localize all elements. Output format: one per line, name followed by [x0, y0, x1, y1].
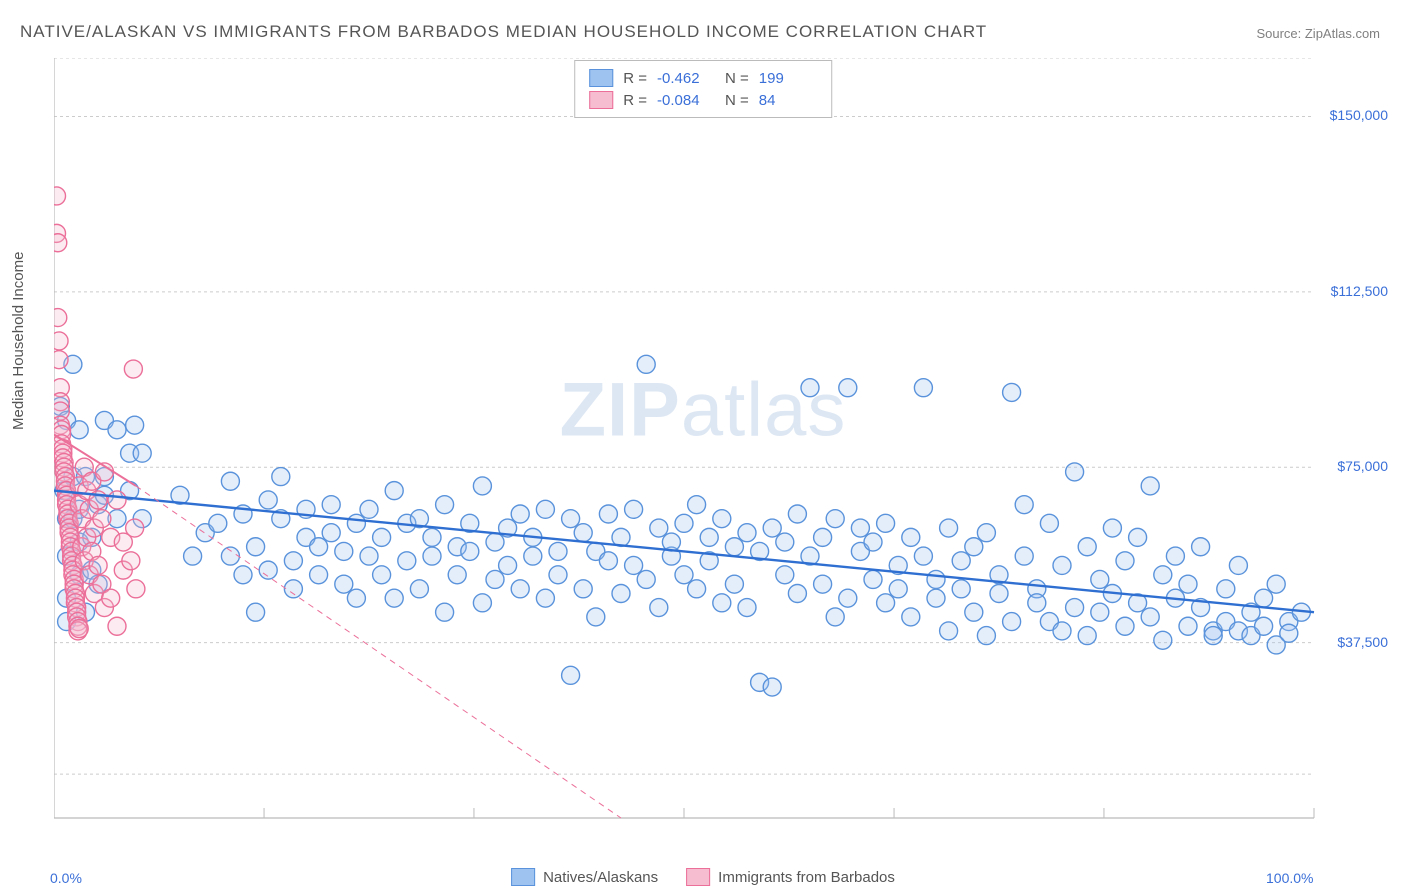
r-label: R = — [623, 70, 647, 87]
n-value-2: 84 — [759, 92, 817, 109]
y-axis-title: Median Household Income — [10, 252, 27, 430]
y-tick-label: $112,500 — [1331, 283, 1388, 299]
legend-label: Natives/Alaskans — [543, 869, 658, 886]
r-label: R = — [623, 92, 647, 109]
legend-item-barbados: Immigrants from Barbados — [686, 868, 895, 886]
x-tick-label: 100.0% — [1266, 870, 1313, 886]
legend-row-series-2: R = -0.084 N = 84 — [589, 89, 817, 111]
x-tick-label: 0.0% — [50, 870, 82, 886]
source-attribution: Source: ZipAtlas.com — [1256, 26, 1380, 41]
n-label: N = — [725, 70, 749, 87]
y-tick-label: $75,000 — [1337, 458, 1388, 474]
series-legend: Natives/Alaskans Immigrants from Barbado… — [511, 868, 895, 886]
legend-swatch-pink — [589, 91, 613, 109]
r-value-2: -0.084 — [657, 92, 715, 109]
r-value-1: -0.462 — [657, 70, 715, 87]
legend-label: Immigrants from Barbados — [718, 869, 895, 886]
chart-title: NATIVE/ALASKAN VS IMMIGRANTS FROM BARBAD… — [20, 22, 987, 42]
legend-swatch-blue — [589, 69, 613, 87]
y-tick-label: $37,500 — [1337, 634, 1388, 650]
legend-item-natives: Natives/Alaskans — [511, 868, 658, 886]
n-label: N = — [725, 92, 749, 109]
correlation-legend: R = -0.462 N = 199 R = -0.084 N = 84 — [574, 60, 832, 118]
y-tick-label: $150,000 — [1330, 107, 1388, 123]
legend-swatch-pink — [686, 868, 710, 886]
scatter-plot — [54, 58, 1384, 838]
legend-row-series-1: R = -0.462 N = 199 — [589, 67, 817, 89]
legend-swatch-blue — [511, 868, 535, 886]
n-value-1: 199 — [759, 70, 817, 87]
